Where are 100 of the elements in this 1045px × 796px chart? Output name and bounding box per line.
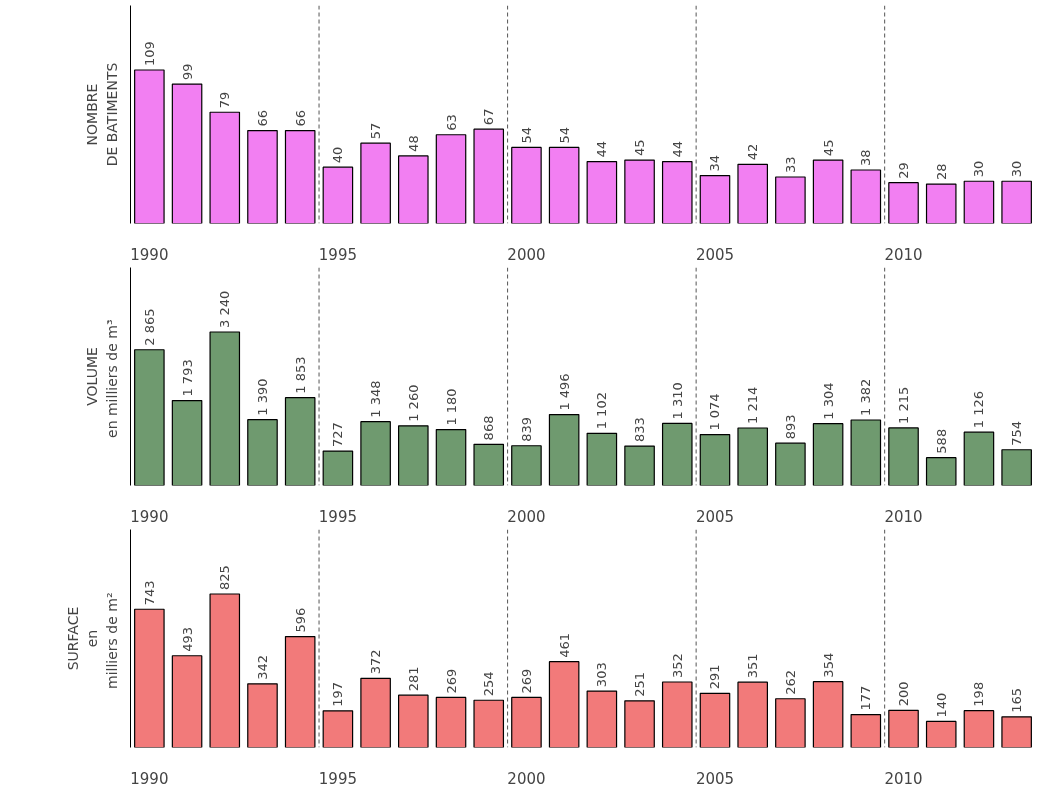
bar <box>360 677 391 748</box>
bar <box>888 427 919 486</box>
data-label: 1 382 <box>858 378 874 417</box>
bar <box>171 655 203 748</box>
data-label: 109 <box>141 41 157 66</box>
data-label: 45 <box>632 139 648 157</box>
bar <box>473 443 505 486</box>
bar <box>1001 716 1032 748</box>
bar <box>134 349 165 486</box>
bar <box>284 397 316 486</box>
bar <box>850 169 882 224</box>
data-label: 868 <box>481 415 497 441</box>
y-axis-title: VOLUME en milliers de m³ <box>84 319 120 438</box>
data-label: 262 <box>782 669 798 695</box>
bar <box>548 661 580 748</box>
data-label: 38 <box>858 149 874 166</box>
data-label: 3 240 <box>217 290 233 328</box>
bar <box>134 608 165 748</box>
data-label: 839 <box>518 416 534 442</box>
bar <box>435 428 467 486</box>
data-label: 28 <box>933 163 949 181</box>
data-label: 30 <box>1009 160 1025 178</box>
data-label: 2 865 <box>141 308 157 346</box>
data-label: 99 <box>179 63 195 81</box>
bar <box>322 710 354 748</box>
x-tick-label: 2000 <box>507 769 546 788</box>
x-tick-label: 1995 <box>318 769 357 788</box>
data-label: 351 <box>745 653 761 679</box>
data-label: 269 <box>518 668 534 694</box>
x-tick-label: 1995 <box>318 507 357 526</box>
bar <box>812 159 844 224</box>
bar <box>699 434 731 486</box>
bar <box>888 182 919 224</box>
bar <box>511 445 542 486</box>
data-label: 165 <box>1009 687 1025 713</box>
bar <box>925 720 957 748</box>
data-label: 44 <box>669 140 685 158</box>
x-tick-label: 2005 <box>695 769 735 788</box>
data-label: 45 <box>820 139 836 157</box>
bar <box>586 690 618 748</box>
bar <box>850 419 882 486</box>
bar <box>775 698 806 748</box>
bar <box>963 180 995 224</box>
data-label: 825 <box>217 565 233 590</box>
data-label: 269 <box>443 668 459 694</box>
bar <box>247 129 278 224</box>
data-label: 291 <box>707 664 723 690</box>
bar <box>209 331 241 486</box>
data-label: 493 <box>179 626 195 652</box>
data-label: 177 <box>858 685 874 711</box>
bar <box>360 421 391 486</box>
data-label: 1 215 <box>896 386 912 424</box>
x-tick-label: 1990 <box>130 507 169 526</box>
data-label: 342 <box>254 655 270 680</box>
data-label: 63 <box>443 114 459 131</box>
bar <box>737 427 768 486</box>
x-tick-label: 1995 <box>318 245 357 264</box>
data-label: 354 <box>820 652 836 678</box>
bar <box>473 128 505 224</box>
bar <box>1001 449 1032 486</box>
data-label: 198 <box>971 681 987 707</box>
bar <box>284 635 316 748</box>
data-label: 588 <box>933 428 949 454</box>
x-tick-label: 2005 <box>695 245 735 264</box>
bar <box>209 593 241 748</box>
data-label: 33 <box>782 156 798 174</box>
data-label: 372 <box>368 649 384 675</box>
bar <box>586 160 618 224</box>
x-tick-label: 2010 <box>884 769 923 788</box>
data-label: 66 <box>292 110 308 127</box>
bar <box>624 159 655 224</box>
data-label: 140 <box>933 692 949 718</box>
data-label: 833 <box>632 417 648 443</box>
y-axis-title: SURFACE en milliers de m² <box>65 592 120 689</box>
data-label: 596 <box>292 607 308 633</box>
bar <box>284 129 316 224</box>
bar <box>322 450 354 486</box>
data-label: 67 <box>481 108 497 126</box>
bar <box>511 146 542 224</box>
data-label: 254 <box>481 671 497 697</box>
bar <box>775 442 806 486</box>
data-label: 42 <box>745 143 761 161</box>
y-axis-title: NOMBRE DE BATIMENTS <box>84 62 120 167</box>
data-label: 197 <box>330 682 346 707</box>
data-label: 44 <box>594 140 610 158</box>
data-label: 48 <box>405 135 421 152</box>
bar <box>247 683 278 748</box>
data-label: 352 <box>669 653 685 678</box>
data-label: 1 793 <box>179 359 195 397</box>
bar <box>398 694 429 748</box>
data-label: 1 310 <box>669 382 685 420</box>
bar <box>171 83 203 224</box>
data-label: 200 <box>896 681 912 707</box>
bar <box>322 166 354 224</box>
data-label: 754 <box>1009 420 1025 446</box>
bar <box>398 155 429 224</box>
x-tick-label: 2010 <box>884 507 923 526</box>
bar <box>661 160 693 224</box>
data-label: 303 <box>594 662 610 688</box>
bar <box>699 175 731 224</box>
